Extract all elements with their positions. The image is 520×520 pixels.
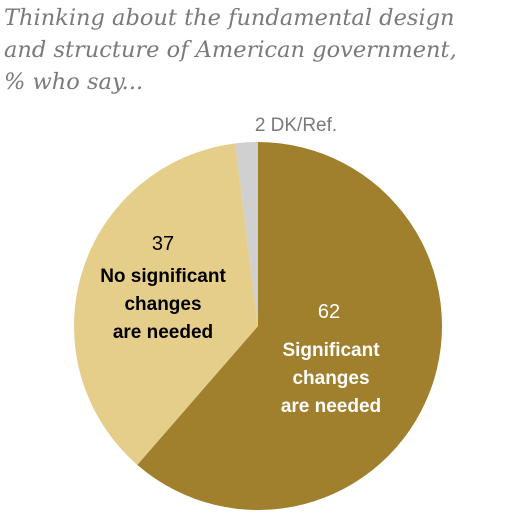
slice-value-dk-ref: 2 DK/Ref. bbox=[255, 115, 337, 136]
pie-slice-dk-ref bbox=[235, 142, 258, 326]
slice-label-significant-line-3: are needed bbox=[281, 396, 381, 417]
slice-label-no-significant-line-3: are needed bbox=[113, 322, 213, 343]
pie-slice-significant bbox=[137, 142, 442, 511]
slice-label-significant-line-2: changes bbox=[292, 368, 369, 389]
pie-slice-no-significant bbox=[73, 143, 258, 465]
slice-value-significant: 62 bbox=[318, 301, 340, 323]
pie-labels: 62 Significant changes are needed 37 No … bbox=[100, 115, 381, 417]
slice-label-significant-line-1: Significant bbox=[282, 340, 380, 361]
chart-title: Thinking about the fundamental design an… bbox=[4, 5, 457, 95]
slice-label-no-significant-line-2: changes bbox=[124, 294, 201, 315]
slice-value-no-significant: 37 bbox=[152, 233, 174, 255]
slice-label-no-significant-line-1: No significant bbox=[100, 266, 226, 287]
pie-slices bbox=[73, 142, 442, 511]
